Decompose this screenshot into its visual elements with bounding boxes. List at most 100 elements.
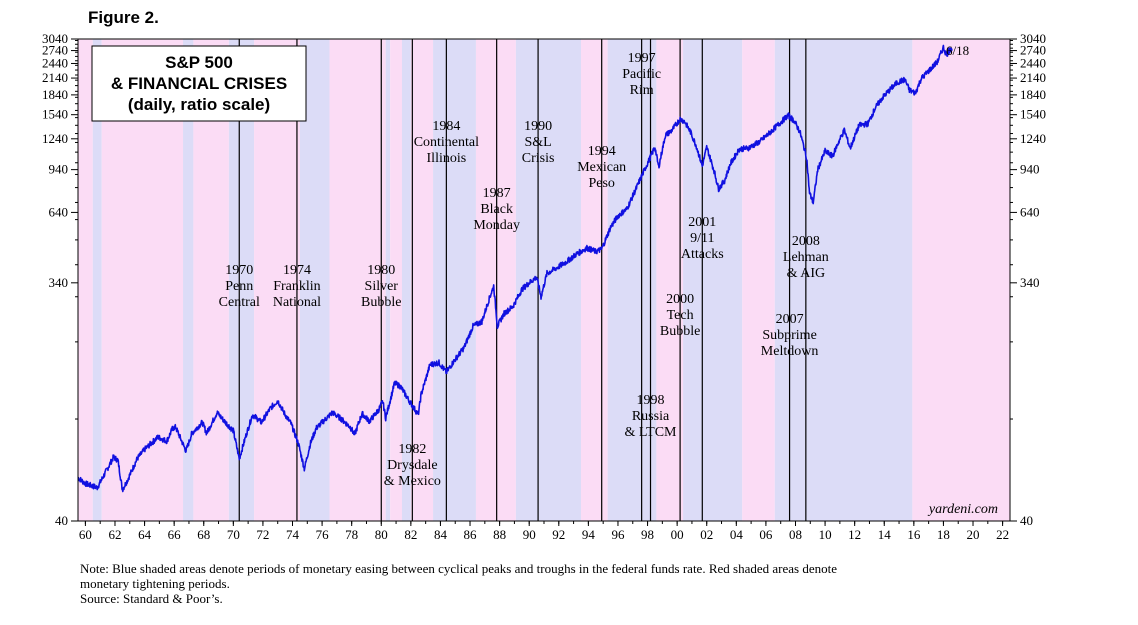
y-tick-label-left: 340 [49,275,69,290]
x-tick-label: 96 [611,527,625,542]
y-tick-label-right: 2440 [1020,55,1046,70]
event-label-line: 9/11 [690,231,714,246]
event-label-line: Lehman [783,250,829,265]
x-tick-label: 12 [848,527,861,542]
x-tick-label: 84 [434,527,448,542]
x-tick-label: 64 [138,527,152,542]
x-tick-label: 94 [582,527,596,542]
event-label-line: Attacks [681,247,724,262]
band-easing [607,39,657,521]
event-label: 1970 Penn Central [219,263,260,310]
event-label: 2000 Tech Bubble [660,292,700,339]
band-easing [385,39,391,521]
event-label-line: Bubble [660,324,700,339]
y-tick-label-left: 40 [55,513,68,528]
event-label: 1982 Drysdale & Mexico [384,442,441,489]
band-tightening [410,39,434,521]
event-label-line: S&L [524,135,551,150]
event-label: 1990 S&L Crisis [522,119,555,166]
note-line-1: Note: Blue shaded areas denote periods o… [80,561,837,576]
event-label-line: 1994 [588,144,616,159]
event-label-line: 1984 [432,119,460,134]
y-tick-label-right: 40 [1020,513,1033,528]
event-label-line: Crisis [522,151,555,166]
sp500-crises-chart: 1970 Penn Central 1974 Franklin National 1980 S… [42,31,1046,542]
x-tick-label: 00 [671,527,684,542]
event-label: 1980 Silver Bubble [361,263,401,310]
event-label-line: 1970 [225,263,253,278]
legend-frame [91,45,307,122]
legend-box: S&P 500 & FINANCIAL CRISES (daily, ratio… [91,45,307,122]
x-tick-label: 98 [641,527,654,542]
event-label-line: Meltdown [761,344,819,359]
event-label: 1987 Black Monday [473,186,520,233]
event-label: 1997 Pacific Rim [622,51,661,98]
band-easing [515,39,581,521]
x-tick-label: 78 [345,527,358,542]
x-tick-label: 74 [286,527,300,542]
event-label-line: 2008 [792,234,820,249]
event-label-line: Central [219,295,260,310]
event-lines: 1970 Penn Central 1974 Franklin National 1980 S… [219,39,829,521]
event-label-line: 1998 [637,393,665,408]
y-tick-label-right: 1240 [1020,131,1046,146]
end-date-label: 6/18 [946,43,969,58]
price-series [77,44,953,493]
x-tick-label: 02 [700,527,713,542]
band-easing [401,39,411,521]
note-line-2: monetary tightening periods. [80,576,230,591]
y-tick-label-right: 640 [1020,204,1040,219]
x-tick-label: 22 [996,527,1009,542]
band-tightening [580,39,608,521]
event-label-line: Penn [225,279,253,294]
x-tick-label: 16 [907,527,921,542]
band-tightening [329,39,386,521]
event-label: 2008 Lehman & AIG [783,234,829,281]
event-label-line: 1982 [398,442,426,457]
brand-label: yardeni.com [927,502,998,517]
y-tick-label-left: 1840 [42,87,68,102]
band-easing [183,39,194,521]
x-tick-label: 72 [256,527,269,542]
event-label: 1998 Russia & LTCM [625,393,678,440]
event-label-line: & Mexico [384,474,441,489]
event-label-line: 1987 [483,186,511,201]
event-label: 1994 Mexican Peso [577,144,626,191]
event-label-line: Subprime [762,328,816,343]
event-label-line: Pacific [622,67,661,82]
x-tick-label: 70 [227,527,240,542]
y-tick-label-right: 3040 [1020,31,1046,46]
event-label: 1974 Franklin National [273,263,321,310]
event-label-line: Continental [414,135,479,150]
x-tick-label: 68 [197,527,210,542]
event-label-line: Black [480,202,513,217]
event-label-line: Illinois [427,151,467,166]
y-tick-label-left: 2740 [42,43,68,58]
sp500-line [77,44,951,493]
x-tick-label: 06 [759,527,773,542]
x-tick-label: 60 [79,527,92,542]
event-label: 1984 Continental Illinois [414,119,479,166]
band-tightening [78,39,93,521]
y-tick-label-right: 2740 [1020,43,1046,58]
x-tick-label: 04 [730,527,744,542]
event-label-line: & AIG [787,266,826,281]
band-easing [92,39,102,521]
x-tick-label: 66 [168,527,182,542]
y-tick-label-left: 940 [49,162,69,177]
y-tick-label-left: 640 [49,204,69,219]
event-label-line: Rim [630,83,654,98]
event-label-line: Bubble [361,295,401,310]
x-tick-label: 76 [316,527,330,542]
event-label-line: Peso [588,176,614,191]
event-label-line: Silver [365,279,399,294]
y-tick-label-right: 340 [1020,275,1040,290]
end-marker [947,47,953,53]
band-tightening [475,39,516,521]
event-label-line: Tech [667,308,694,323]
event-label-line: 2001 [688,215,716,230]
y-tick-label-right: 1540 [1020,107,1046,122]
event-label-line: 1997 [628,51,656,66]
event-label-line: Mexican [577,160,626,175]
x-tick-label: 14 [878,527,892,542]
